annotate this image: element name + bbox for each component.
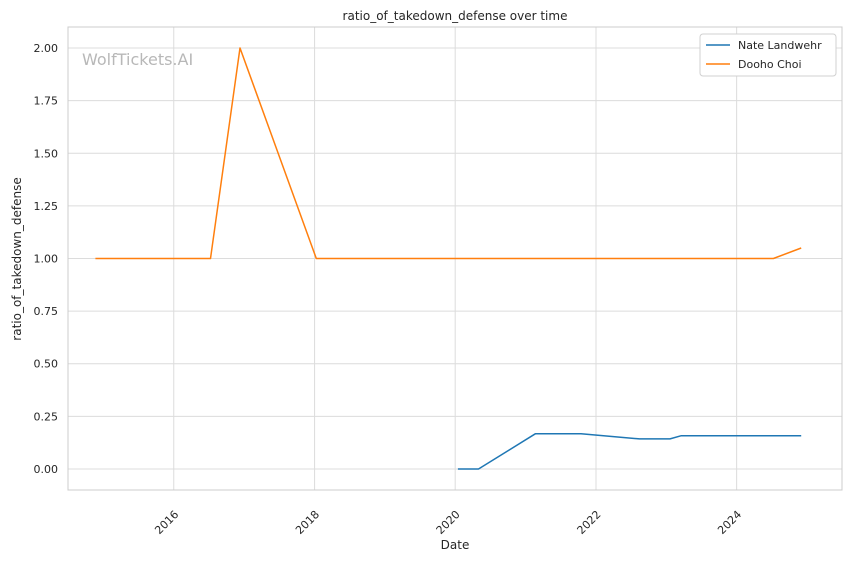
- chart-title: ratio_of_takedown_defense over time: [343, 9, 568, 23]
- x-axis-label: Date: [441, 538, 470, 552]
- y-tick-label: 1.00: [34, 253, 59, 266]
- y-axis-label: ratio_of_takedown_defense: [10, 177, 24, 340]
- legend-label-dooho-choi: Dooho Choi: [738, 58, 802, 71]
- legend-label-nate-landwehr: Nate Landwehr: [738, 39, 822, 52]
- series-line-dooho-choi: [95, 47, 802, 260]
- plot-frame: [67, 26, 843, 491]
- legend-box: [699, 33, 837, 77]
- y-tick-label: 1.25: [34, 200, 59, 213]
- y-tick-label: 2.00: [34, 42, 59, 55]
- y-tick-label: 1.50: [34, 147, 59, 160]
- y-tick-label: 0.50: [34, 358, 59, 371]
- legend: Nate Landwehr Dooho Choi: [699, 33, 837, 77]
- watermark-text: WolfTickets.AI: [82, 50, 193, 69]
- y-tick-label: 1.75: [34, 95, 59, 108]
- y-tick-label: 0.00: [34, 463, 59, 476]
- series-line-nate-landwehr: [457, 433, 802, 470]
- series-lines: [95, 47, 802, 470]
- y-tick-label: 0.75: [34, 305, 59, 318]
- y-axis-ticks: 0.00 0.25 0.50 0.75 1.00 1.25 1.50 1.75 2.00: [34, 42, 59, 476]
- y-tick-label: 0.25: [34, 410, 59, 423]
